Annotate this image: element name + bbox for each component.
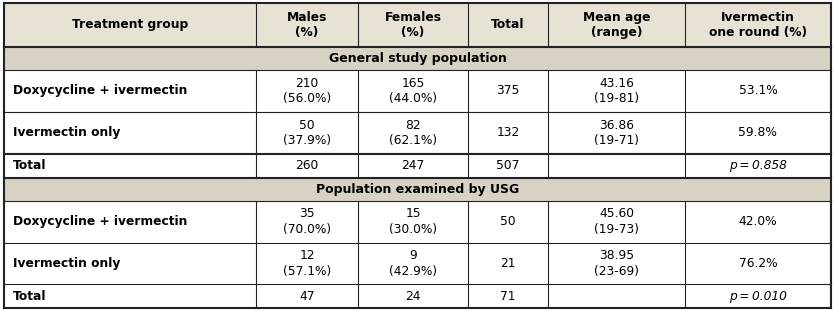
Bar — [468, 243, 548, 285]
Text: p = 0.010: p = 0.010 — [729, 290, 787, 303]
Bar — [468, 201, 548, 243]
Bar — [468, 112, 548, 154]
Bar — [685, 112, 831, 154]
Bar — [468, 70, 548, 112]
Bar — [256, 243, 358, 285]
Bar — [685, 3, 831, 47]
Bar — [468, 3, 548, 47]
Text: 59.8%: 59.8% — [738, 126, 777, 139]
Text: 50
(37.9%): 50 (37.9%) — [283, 118, 331, 147]
Bar — [4, 70, 256, 112]
Bar — [4, 201, 256, 243]
Text: 24: 24 — [405, 290, 421, 303]
Text: 165
(44.0%): 165 (44.0%) — [389, 77, 438, 105]
Text: 43.16
(19-81): 43.16 (19-81) — [594, 77, 639, 105]
Bar — [548, 201, 685, 243]
Bar — [256, 112, 358, 154]
Text: 507: 507 — [497, 159, 520, 172]
Bar — [685, 285, 831, 308]
Bar — [256, 3, 358, 47]
Text: 71: 71 — [500, 290, 516, 303]
Bar — [548, 285, 685, 308]
Bar — [4, 178, 831, 201]
Bar — [548, 112, 685, 154]
Bar — [4, 243, 256, 285]
Text: 47: 47 — [299, 290, 315, 303]
Bar — [256, 70, 358, 112]
Text: 247: 247 — [402, 159, 425, 172]
Text: 21: 21 — [500, 257, 516, 270]
Bar — [548, 3, 685, 47]
Bar — [548, 70, 685, 112]
Text: 15
(30.0%): 15 (30.0%) — [389, 207, 438, 236]
Text: 50: 50 — [500, 215, 516, 228]
Text: General study population: General study population — [328, 52, 507, 65]
Bar — [358, 201, 468, 243]
Text: 82
(62.1%): 82 (62.1%) — [389, 118, 438, 147]
Bar — [685, 70, 831, 112]
Text: 45.60
(19-73): 45.60 (19-73) — [594, 207, 639, 236]
Bar — [685, 201, 831, 243]
Text: 76.2%: 76.2% — [739, 257, 777, 270]
Bar — [548, 243, 685, 285]
Text: Males
(%): Males (%) — [286, 11, 327, 39]
Text: 12
(57.1%): 12 (57.1%) — [283, 249, 331, 278]
Bar — [685, 243, 831, 285]
Text: 132: 132 — [497, 126, 519, 139]
Text: Population examined by USG: Population examined by USG — [316, 183, 519, 196]
Bar — [256, 201, 358, 243]
Text: 35
(70.0%): 35 (70.0%) — [283, 207, 331, 236]
Text: Ivermectin
one round (%): Ivermectin one round (%) — [709, 11, 807, 39]
Bar — [4, 47, 831, 70]
Text: Treatment group: Treatment group — [72, 19, 188, 32]
Text: Ivermectin only: Ivermectin only — [13, 126, 121, 139]
Text: Total: Total — [491, 19, 525, 32]
Text: 36.86
(19-71): 36.86 (19-71) — [594, 118, 639, 147]
Text: Doxycycline + ivermectin: Doxycycline + ivermectin — [13, 215, 188, 228]
Bar — [358, 154, 468, 178]
Bar — [548, 154, 685, 178]
Text: 9
(42.9%): 9 (42.9%) — [389, 249, 438, 278]
Bar — [4, 154, 256, 178]
Text: Ivermectin only: Ivermectin only — [13, 257, 121, 270]
Text: Total: Total — [13, 159, 47, 172]
Bar — [256, 285, 358, 308]
Bar — [256, 154, 358, 178]
Bar — [468, 285, 548, 308]
Bar — [4, 285, 256, 308]
Text: 42.0%: 42.0% — [739, 215, 777, 228]
Bar — [358, 285, 468, 308]
Text: Total: Total — [13, 290, 47, 303]
Bar — [468, 154, 548, 178]
Text: 375: 375 — [497, 84, 520, 97]
Bar — [685, 154, 831, 178]
Text: Females
(%): Females (%) — [385, 11, 442, 39]
Bar — [358, 3, 468, 47]
Bar — [4, 3, 256, 47]
Text: 53.1%: 53.1% — [738, 84, 777, 97]
Text: 38.95
(23-69): 38.95 (23-69) — [594, 249, 639, 278]
Text: 210
(56.0%): 210 (56.0%) — [283, 77, 331, 105]
Bar — [358, 112, 468, 154]
Text: 260: 260 — [296, 159, 319, 172]
Text: Doxycycline + ivermectin: Doxycycline + ivermectin — [13, 84, 188, 97]
Text: Mean age
(range): Mean age (range) — [583, 11, 650, 39]
Bar — [358, 70, 468, 112]
Text: p = 0.858: p = 0.858 — [729, 159, 787, 172]
Bar — [358, 243, 468, 285]
Bar — [4, 112, 256, 154]
